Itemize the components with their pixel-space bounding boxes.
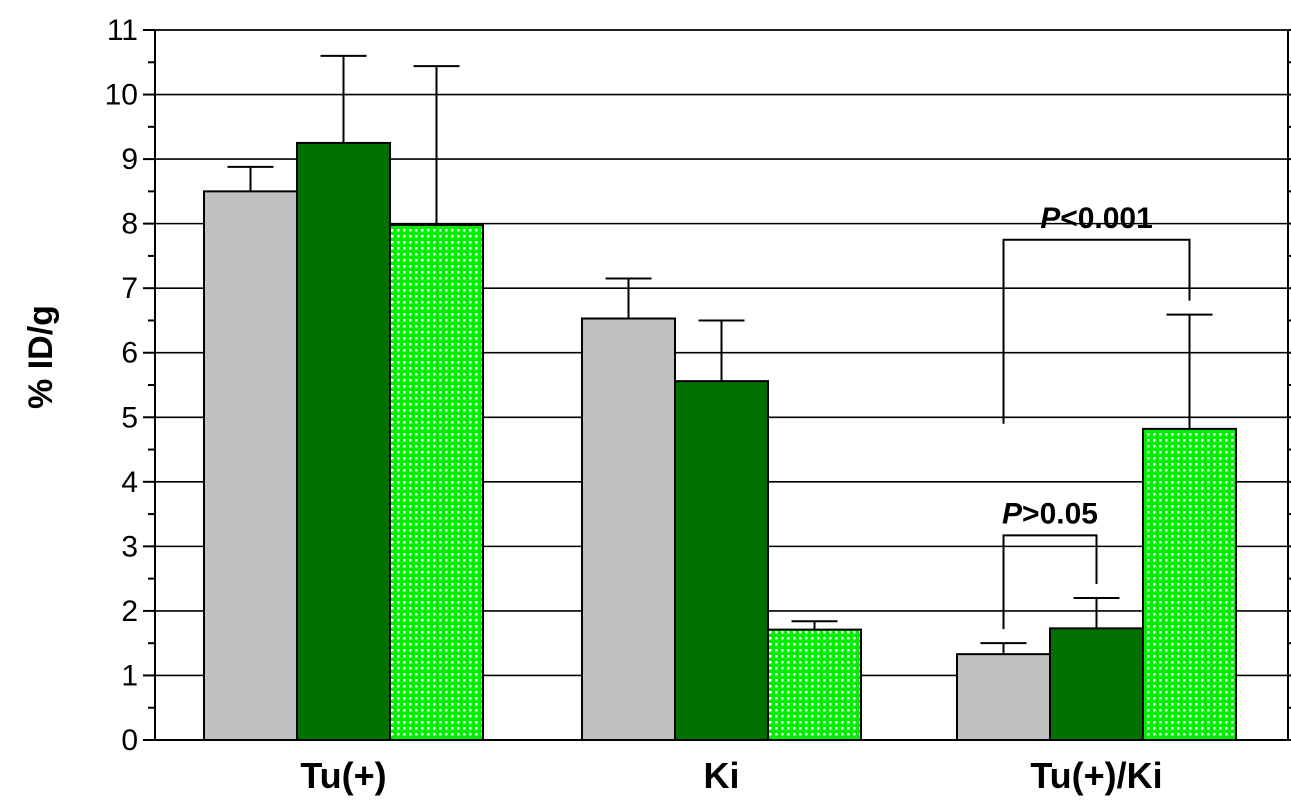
bar [581, 317, 676, 741]
y-tick-label: 5 [121, 401, 138, 434]
bar [956, 653, 1051, 741]
y-tick-label: 10 [105, 79, 138, 112]
y-axis-label: % ID/g [22, 305, 60, 409]
significance-label: P>0.05 [1002, 497, 1098, 530]
bar [389, 223, 484, 742]
y-tick-label: 1 [121, 659, 138, 692]
bar [203, 190, 298, 741]
annotations: P>0.05 P<0.001 [1002, 202, 1191, 630]
x-tick-label: Ki [704, 755, 740, 796]
bar [1142, 427, 1237, 741]
significance-bracket [1002, 238, 1191, 424]
x-tick-label: Tu(+)/Ki [1030, 755, 1162, 796]
bar [674, 380, 769, 741]
bars [203, 54, 1237, 742]
y-tick-label: 11 [107, 14, 138, 47]
axes: Tu(+) Ki Tu(+)/Ki 0 1 2 3 4 5 6 7 8 9 10 11 [105, 14, 1291, 796]
y-tick-label: 3 [121, 530, 138, 563]
y-tick-label: 7 [121, 272, 138, 305]
y-tick-label: 0 [121, 724, 138, 757]
bar [767, 628, 862, 741]
y-tick-label: 2 [121, 595, 138, 628]
y-tick-label: 4 [121, 466, 138, 499]
x-tick-label: Tu(+) [300, 755, 386, 796]
y-tick-label: 8 [121, 208, 138, 241]
bar [296, 141, 391, 742]
y-tick-label: 9 [121, 143, 138, 176]
significance-bracket [1002, 534, 1098, 630]
significance-label: P<0.001 [1040, 202, 1153, 235]
bar [1049, 627, 1144, 741]
y-tick-label: 6 [121, 337, 138, 370]
